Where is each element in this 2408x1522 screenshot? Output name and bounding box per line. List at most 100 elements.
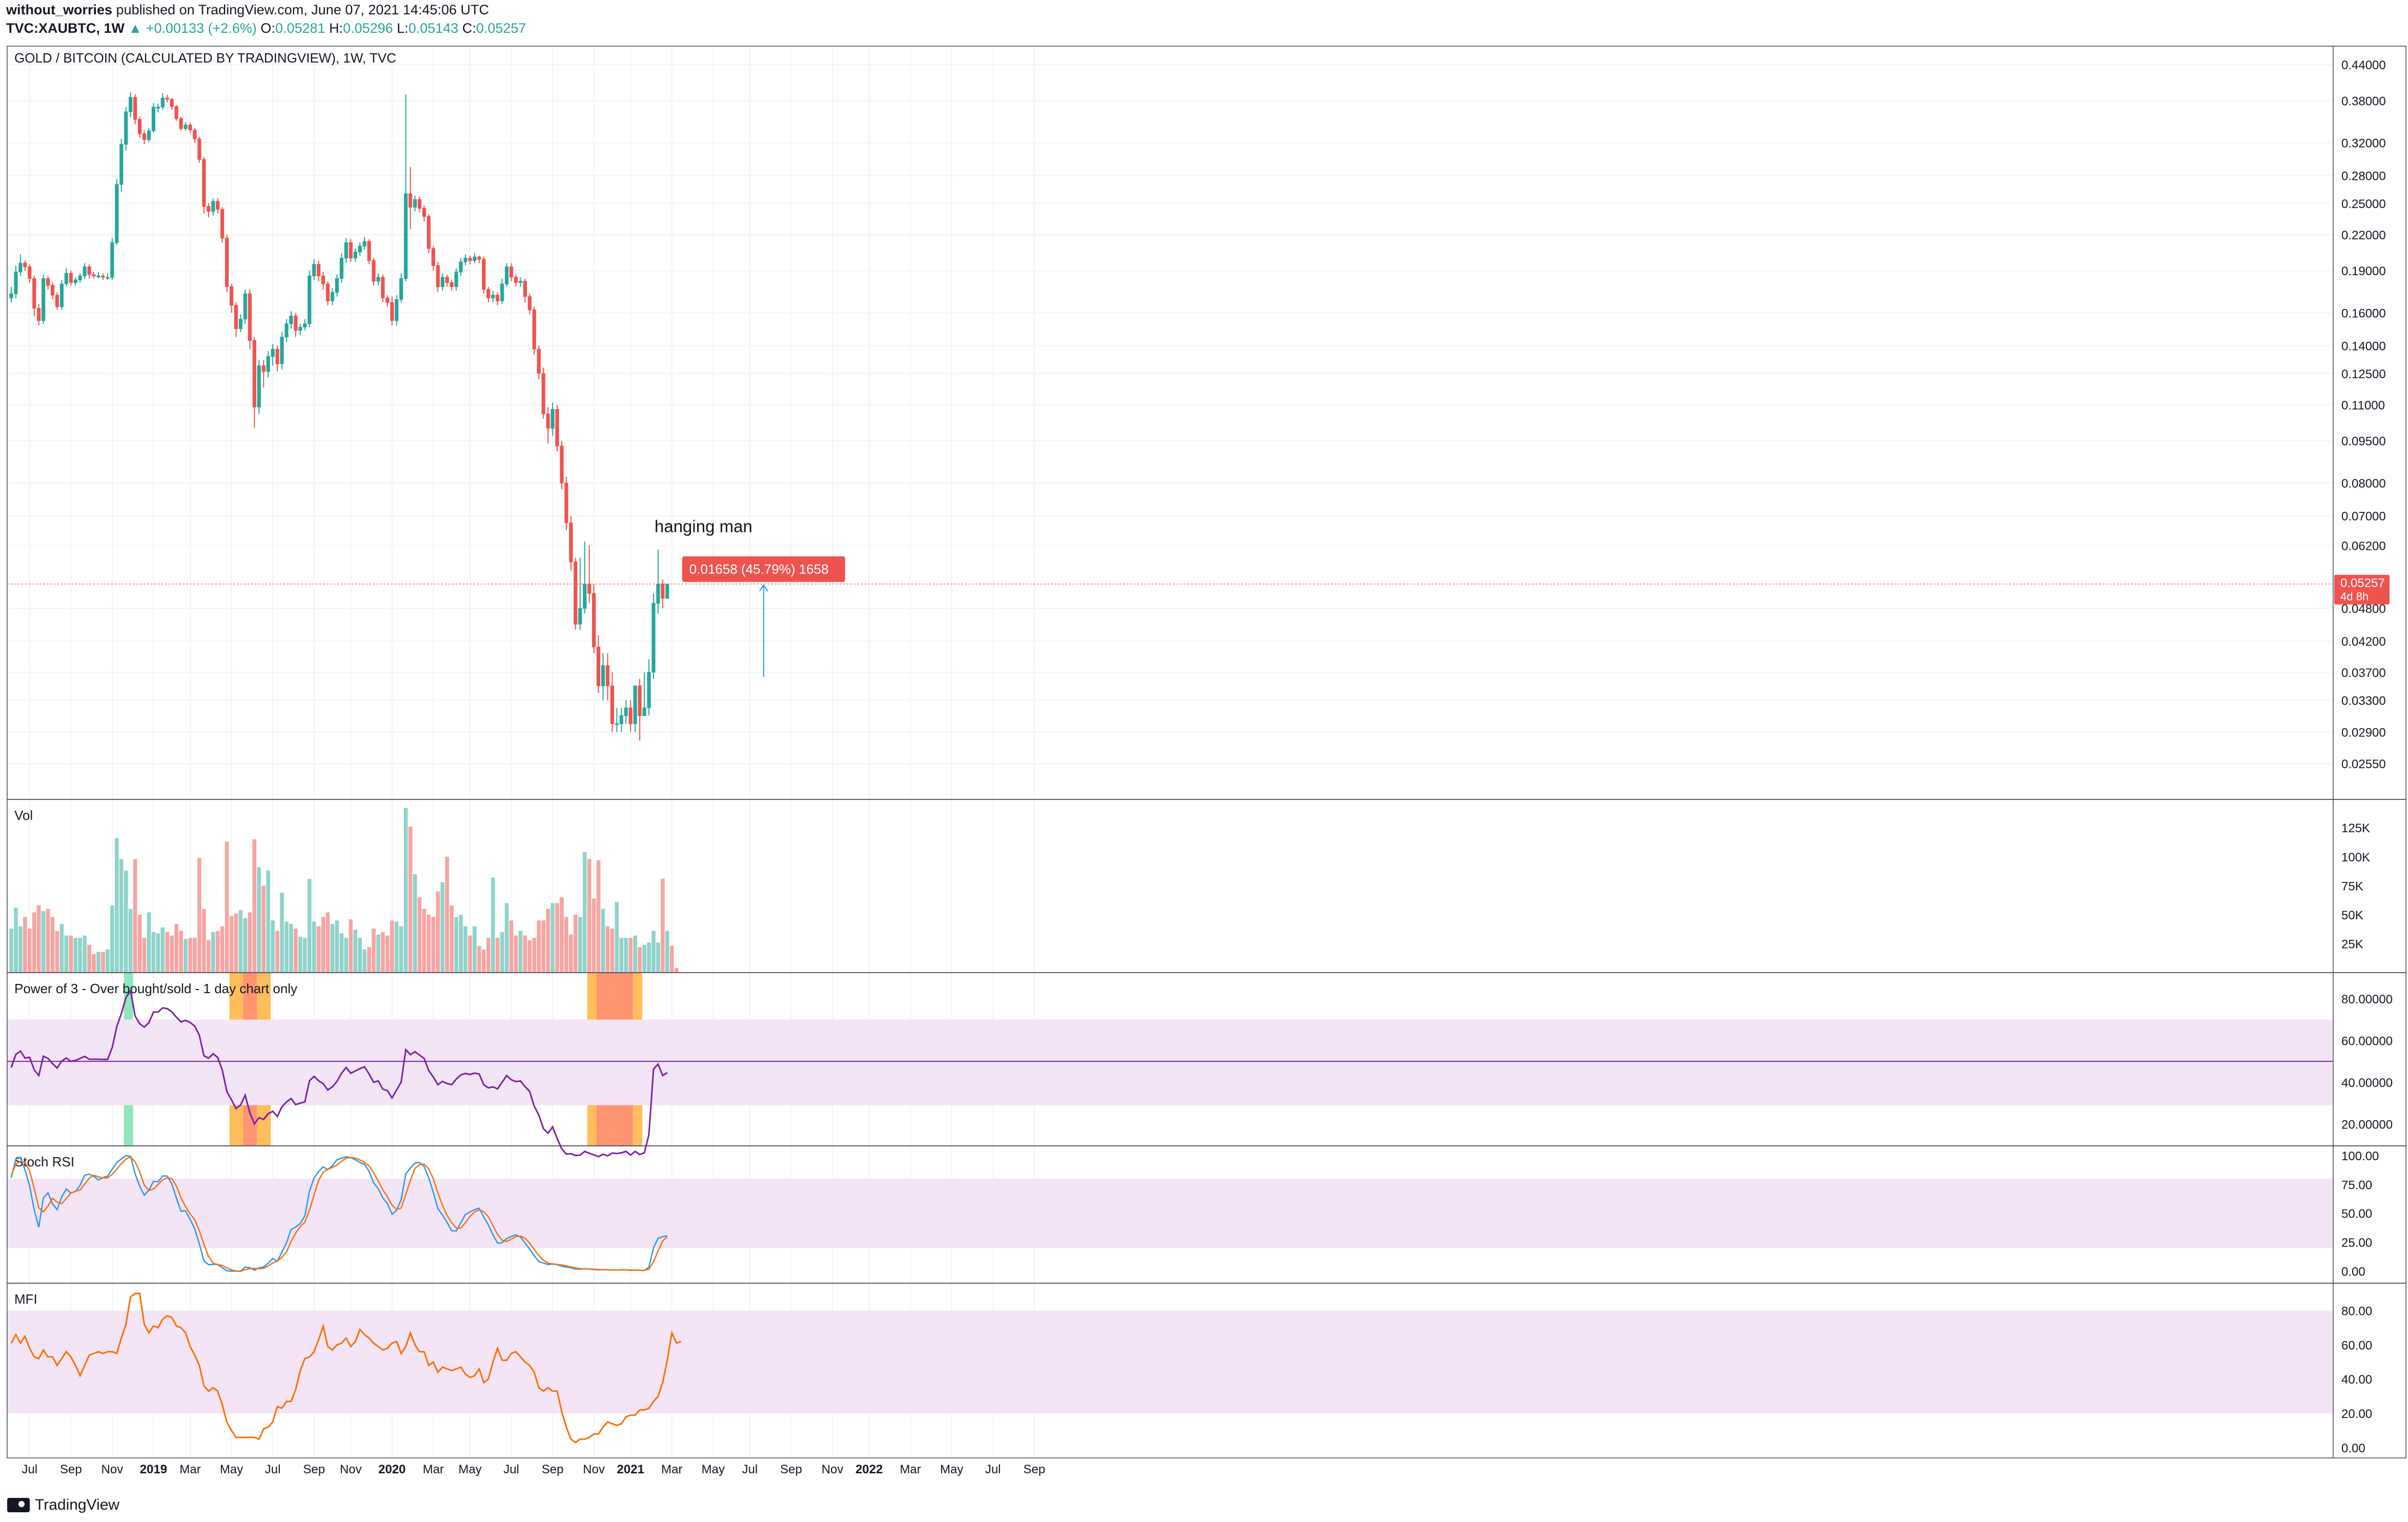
candle (399, 273, 403, 303)
candle (514, 274, 518, 287)
candle-body (409, 193, 413, 208)
volume-pane[interactable]: Vol (9, 808, 679, 973)
candle (252, 337, 256, 428)
volume-bar (142, 938, 147, 973)
candle-body (308, 275, 312, 324)
candle-body (266, 356, 270, 372)
candle-body (647, 672, 651, 708)
indicator-band (7, 1019, 2333, 1105)
time-tick-label: Jul (985, 1463, 1001, 1476)
candle (284, 319, 289, 342)
price-axis[interactable]: 0.44000 0.38000 0.32000 0.28000 0.25000 0.220… (2334, 58, 2393, 1455)
indicator-tick-label: 0.00 (2341, 1442, 2365, 1455)
candle (633, 685, 637, 732)
time-tick-label: 2022 (855, 1463, 883, 1476)
footer-brand[interactable]: TradingView (7, 1496, 119, 1514)
candle (115, 179, 119, 245)
volume-bar (344, 938, 349, 973)
candle-body (151, 107, 156, 131)
volume-bar (518, 931, 523, 973)
candle-body (225, 237, 229, 287)
candle (243, 289, 248, 324)
candle-body (261, 365, 266, 372)
candle-body (271, 348, 275, 357)
volume-bar (14, 908, 18, 973)
stoch-rsi-pane[interactable]: Stoch RSI (10, 1154, 668, 1272)
price-tick-label: 0.16000 (2341, 307, 2386, 321)
volume-bar (362, 949, 366, 973)
candle-body (496, 295, 500, 301)
candle (138, 116, 142, 138)
volume-bar (229, 916, 234, 973)
candle-body (252, 340, 256, 407)
volume-bar (560, 897, 564, 973)
time-tick-label: May (220, 1463, 243, 1476)
candle (183, 122, 188, 131)
time-tick-label: 2021 (617, 1463, 644, 1476)
candle (110, 238, 114, 280)
volume-bar (550, 903, 555, 973)
stoch-d-line (10, 1156, 668, 1272)
candle (69, 271, 73, 285)
candle (450, 280, 454, 291)
volume-bar (170, 935, 174, 973)
volume-bar (523, 935, 527, 973)
author-name[interactable]: without_worries (6, 2, 113, 17)
volume-bar (106, 949, 110, 973)
candle (610, 672, 615, 732)
indicator-label: MFI (14, 1291, 37, 1307)
volume-bar (670, 945, 674, 973)
volume-bar (413, 874, 417, 973)
annotation-hanging-man: hanging man (655, 517, 752, 536)
candle-body (605, 665, 610, 686)
price-pane[interactable]: GOLD / BITCOIN (CALCULATED BY TRADINGVIE… (7, 50, 2333, 741)
candle-body (661, 584, 665, 599)
candle (381, 274, 385, 303)
indicator-tick-label: 0.00 (2341, 1265, 2365, 1279)
volume-bar (426, 914, 431, 973)
volume-bar (615, 902, 619, 973)
candle-body (353, 252, 357, 259)
volume-bar (312, 921, 316, 973)
volume-bar (445, 856, 450, 973)
chart-canvas[interactable]: GOLD / BITCOIN (CALCULATED BY TRADINGVIE… (0, 40, 2408, 1495)
candle (628, 700, 632, 732)
indicator-tick-label: 75.00 (2341, 1178, 2372, 1192)
candle-body (83, 266, 87, 277)
volume-bar (417, 897, 422, 973)
indicator-tick-label: 60.00 (2341, 1339, 2372, 1352)
candle (578, 558, 582, 630)
indicator-tick-label: 40.00000 (2341, 1076, 2393, 1090)
candle-body (376, 277, 380, 282)
candle (46, 276, 50, 290)
volume-bar (408, 826, 413, 973)
time-axis[interactable]: Jul Sep Nov 2019 Mar May Jul Sep Nov 2020 Mar May Ju… (22, 1463, 1045, 1476)
volume-bar (234, 913, 238, 973)
volume-bar (537, 920, 541, 973)
candle-body (385, 297, 390, 303)
indicator-tick-label: 50.00 (2341, 1207, 2372, 1221)
candle (440, 273, 444, 291)
candle-body (55, 295, 59, 307)
candle-body (583, 584, 587, 609)
candle-body (174, 106, 178, 119)
candle-body (482, 259, 486, 290)
candle-body (514, 277, 518, 283)
candle-body (541, 373, 545, 415)
volume-bar (358, 938, 362, 973)
indicator-tick-label: 60.00000 (2341, 1034, 2393, 1048)
candle-body (243, 293, 248, 320)
time-tick-label: Sep (60, 1463, 82, 1476)
candle (523, 278, 527, 303)
volume-bar (151, 932, 156, 973)
candle (431, 246, 436, 271)
volume-bar (179, 931, 183, 973)
candle-body (504, 266, 509, 284)
volume-bar (647, 942, 651, 973)
volume-bar (183, 939, 188, 973)
candle (500, 278, 504, 304)
mfi-pane[interactable]: MFI (10, 1291, 682, 1444)
power-of-3-pane[interactable]: Power of 3 - Over bought/sold - 1 day ch… (7, 981, 2333, 1158)
volume-bar (605, 926, 610, 973)
candle-body (142, 133, 147, 140)
